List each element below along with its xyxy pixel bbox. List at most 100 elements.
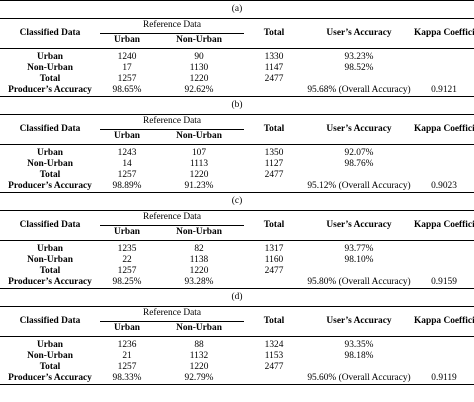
header-kappa-coefficient: Kappa Coefficient bbox=[414, 18, 474, 49]
header-kappa-coefficient: Kappa Coefficient bbox=[414, 210, 474, 241]
header-classified-data: Classified Data bbox=[0, 18, 100, 49]
cell-total: 1330 bbox=[244, 48, 304, 63]
cell-total: 1317 bbox=[244, 240, 304, 255]
cell-urban: 21 bbox=[122, 350, 132, 361]
cell-users-accuracy: 95.12% (Overall Accuracy) bbox=[307, 180, 411, 191]
cell-non-urban: 82 bbox=[154, 240, 244, 255]
cell-non-urban: 88 bbox=[154, 336, 244, 351]
table-row: Non-Urban 22 1138 1160 98.10% bbox=[0, 255, 474, 266]
table-row: Total 1257 1220 2477 bbox=[0, 266, 474, 277]
sub-table-label: (c) bbox=[0, 192, 474, 211]
cell-non-urban: 1113 bbox=[189, 158, 209, 169]
table-row: Producer’s Accuracy 98.33% 92.79% 95.60% (O… bbox=[0, 373, 474, 385]
row-label: Non-Urban bbox=[27, 62, 73, 73]
cell-non-urban: 1220 bbox=[189, 265, 209, 276]
cell-total: 1324 bbox=[244, 336, 304, 351]
row-label: Non-Urban bbox=[27, 254, 73, 265]
cell-urban: 98.25% bbox=[112, 276, 142, 287]
accuracy-table-body: (a) Classified Data Reference Data Total Use… bbox=[0, 0, 474, 385]
table-row: Producer’s Accuracy 98.25% 93.28% 95.80% (O… bbox=[0, 277, 474, 289]
header-classified-data: Classified Data bbox=[0, 306, 100, 337]
cell-non-urban: 90 bbox=[154, 48, 244, 63]
table-row: Urban 1236 88 1324 93.35% bbox=[0, 336, 474, 351]
cell-urban: 1257 bbox=[117, 361, 137, 372]
header-reference-data: Reference Data bbox=[100, 114, 244, 130]
row-label: Total bbox=[39, 265, 61, 276]
cell-total bbox=[244, 277, 304, 289]
header-row: Classified Data Reference Data Total User’s… bbox=[0, 210, 474, 241]
cell-total: 2477 bbox=[264, 265, 284, 276]
cell-total bbox=[244, 181, 304, 193]
cell-kappa bbox=[414, 63, 474, 74]
header-users-accuracy: User’s Accuracy bbox=[304, 210, 414, 241]
cell-users-accuracy: 95.68% (Overall Accuracy) bbox=[307, 84, 411, 95]
cell-users-accuracy: 98.18% bbox=[344, 350, 374, 361]
row-label: Producer’s Accuracy bbox=[0, 373, 100, 385]
cell-urban: 1257 bbox=[117, 169, 137, 180]
cell-kappa bbox=[414, 336, 474, 351]
cell-total bbox=[244, 85, 304, 97]
cell-kappa: 0.9159 bbox=[431, 276, 457, 287]
cell-users-accuracy: 98.10% bbox=[344, 254, 374, 265]
cell-non-urban: 91.23% bbox=[184, 180, 214, 191]
table-row: Urban 1240 90 1330 93.23% bbox=[0, 48, 474, 63]
header-users-accuracy: User’s Accuracy bbox=[304, 306, 414, 337]
cell-urban: 1243 bbox=[100, 144, 154, 159]
cell-total: 1153 bbox=[264, 350, 284, 361]
header-non-urban: Non-Urban bbox=[176, 227, 222, 238]
cell-total: 1127 bbox=[264, 158, 284, 169]
header-classified-data: Classified Data bbox=[0, 210, 100, 241]
subheader-row: Urban Non-Urban bbox=[0, 322, 474, 337]
cell-users-accuracy: 92.07% bbox=[304, 144, 414, 159]
header-reference-data: Reference Data bbox=[100, 210, 244, 226]
cell-users-accuracy: 93.77% bbox=[304, 240, 414, 255]
header-non-urban: Non-Urban bbox=[176, 323, 222, 334]
header-non-urban: Non-Urban bbox=[176, 131, 222, 142]
row-label: Total bbox=[39, 73, 61, 84]
row-label: Producer’s Accuracy bbox=[8, 180, 92, 191]
cell-kappa bbox=[414, 351, 474, 362]
cell-users-accuracy: 98.52% bbox=[344, 62, 374, 73]
cell-total: 2477 bbox=[264, 361, 284, 372]
cell-users-accuracy: 95.60% (Overall Accuracy) bbox=[304, 373, 414, 385]
cell-non-urban: 1132 bbox=[189, 350, 209, 361]
header-urban: Urban bbox=[113, 227, 141, 238]
header-urban: Urban bbox=[113, 131, 141, 142]
cell-kappa bbox=[414, 144, 474, 159]
table-row: Producer’s Accuracy 98.89% 91.23% 95.12% (O… bbox=[0, 181, 474, 193]
row-label: Urban bbox=[0, 144, 100, 159]
cell-users-accuracy: 93.35% bbox=[304, 336, 414, 351]
row-label: Urban bbox=[0, 240, 100, 255]
cell-users-accuracy bbox=[304, 170, 414, 181]
row-label: Producer’s Accuracy bbox=[8, 276, 92, 287]
table-row: Total 1257 1220 2477 bbox=[0, 74, 474, 85]
table-row: Urban 1235 82 1317 93.77% bbox=[0, 240, 474, 255]
header-total: Total bbox=[244, 306, 304, 337]
table-row: Total 1257 1220 2477 bbox=[0, 170, 474, 181]
cell-non-urban: 93.28% bbox=[184, 276, 214, 287]
cell-urban: 1236 bbox=[100, 336, 154, 351]
cell-kappa bbox=[414, 362, 474, 373]
header-urban: Urban bbox=[113, 35, 141, 46]
header-kappa-coefficient: Kappa Coefficient bbox=[414, 306, 474, 337]
cell-urban: 98.65% bbox=[112, 84, 142, 95]
cell-kappa bbox=[414, 74, 474, 85]
table-row: Total 1257 1220 2477 bbox=[0, 362, 474, 373]
sub-table-label: (a) bbox=[0, 0, 474, 19]
header-total: Total bbox=[244, 18, 304, 49]
header-row: Classified Data Reference Data Total User’s… bbox=[0, 18, 474, 49]
cell-kappa: 0.9121 bbox=[431, 84, 457, 95]
cell-non-urban: 92.79% bbox=[154, 373, 244, 385]
header-users-accuracy: User’s Accuracy bbox=[304, 114, 414, 145]
cell-total: 1147 bbox=[264, 62, 284, 73]
subheader-row: Urban Non-Urban bbox=[0, 34, 474, 49]
cell-users-accuracy bbox=[304, 74, 414, 85]
subheader-row: Urban Non-Urban bbox=[0, 226, 474, 241]
header-row: Classified Data Reference Data Total User’s… bbox=[0, 306, 474, 337]
header-users-accuracy: User’s Accuracy bbox=[304, 18, 414, 49]
cell-non-urban: 1220 bbox=[189, 361, 209, 372]
row-label: Non-Urban bbox=[27, 158, 73, 169]
cell-urban: 98.89% bbox=[112, 180, 142, 191]
header-urban: Urban bbox=[113, 323, 141, 334]
cell-kappa bbox=[414, 255, 474, 266]
